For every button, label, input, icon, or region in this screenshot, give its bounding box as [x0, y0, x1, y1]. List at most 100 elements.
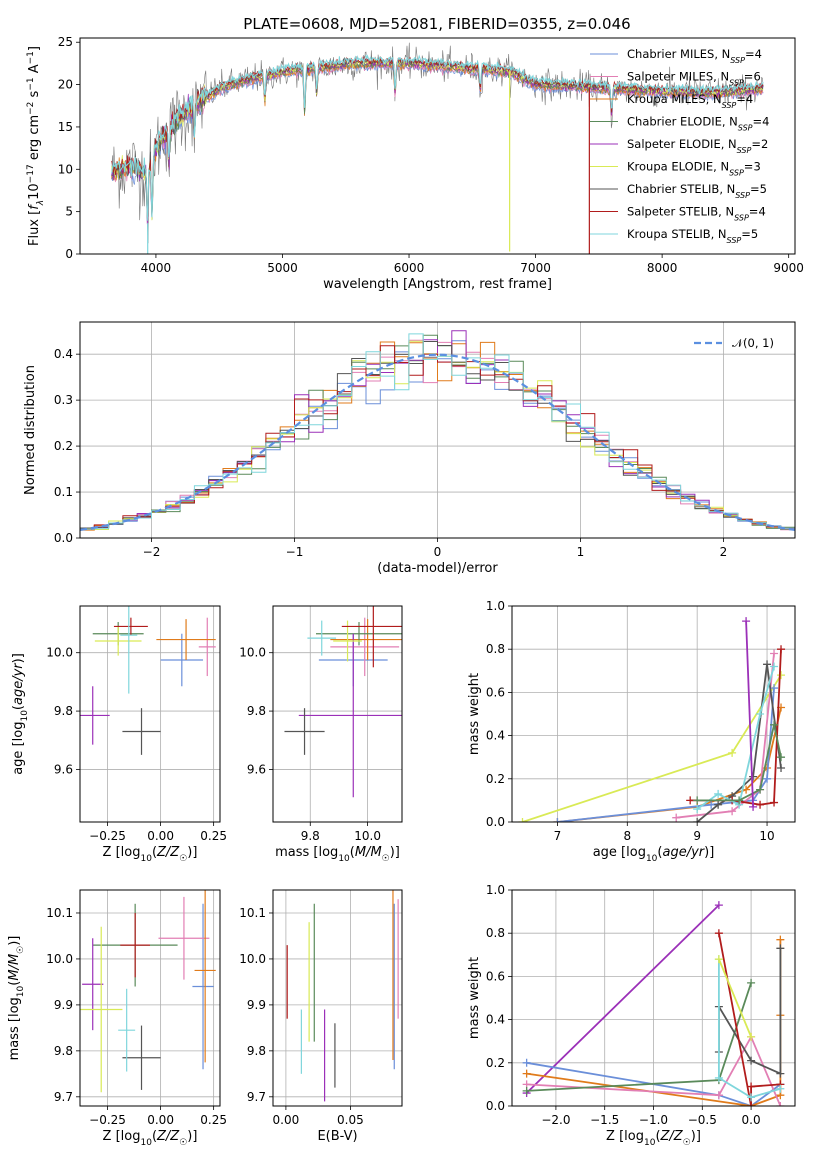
- series-marker: [747, 1032, 756, 1041]
- errorbar-chabrier-miles: [160, 633, 204, 687]
- y-axis-label: mass weight: [467, 957, 482, 1039]
- ticks: 9.8 10.0 9.6 9.8 10.0: [239, 646, 381, 843]
- y-tick-label: 0.0: [486, 815, 505, 829]
- y-tick-label: 0.4: [486, 729, 505, 743]
- errorbar-salpeter-elodie: [298, 633, 402, 798]
- y-tick-label: 10.0: [239, 646, 266, 660]
- x-tick-label: 10: [759, 829, 774, 843]
- errorbar-kroupa-miles: [194, 890, 216, 1063]
- x-tick-label: 10.0: [354, 829, 381, 843]
- series-marker: [735, 796, 744, 805]
- y-tick-label: 0.3: [54, 393, 73, 407]
- y-axis-label: age [log10(age/yr)]: [11, 653, 30, 775]
- y-tick-label: 0.4: [54, 347, 73, 361]
- y-tick-label: 10.0: [46, 952, 73, 966]
- errorbar-chabrier-stelib: [122, 1025, 161, 1090]
- x-tick-label: 2: [720, 545, 728, 559]
- errorbar-kroupa-elodie: [333, 620, 362, 662]
- x-tick-label: 6000: [394, 261, 425, 275]
- histogram-kroupa-stelib: [80, 333, 795, 530]
- series-marker: [777, 671, 786, 680]
- y-tick-label: 9.9: [247, 998, 266, 1012]
- series-marker: [747, 1093, 756, 1102]
- axes-frame: [79, 321, 796, 539]
- x-tick-label: 0.00: [273, 1113, 300, 1127]
- series-marker: [747, 978, 756, 987]
- errorbar-kroupa-elodie: [94, 626, 142, 656]
- x-tick-label: 8: [623, 829, 631, 843]
- axes-frame: [511, 605, 796, 823]
- x-tick-label: 1: [577, 545, 585, 559]
- series-kroupa-elodie: [714, 955, 756, 1041]
- grid: [273, 606, 402, 822]
- series-marker: [672, 813, 681, 822]
- series-marker: [693, 818, 702, 822]
- series-kroupa-stelib: [693, 662, 779, 814]
- spectrum-panel: 4000 5000 6000 7000 8000 9000 0 5 10 15 20 25 wavele…: [26, 35, 804, 292]
- y-tick-label: 9.7: [247, 1090, 266, 1104]
- y-tick-label: 25: [58, 35, 73, 49]
- legend-label-gaussian: 𝒩(0, 1): [732, 336, 774, 350]
- ticks: 4000 5000 6000 7000 8000 9000 0 5 10 15 20 25: [58, 35, 804, 275]
- x-tick-label: 9.8: [301, 829, 320, 843]
- series-marker: [776, 1069, 785, 1078]
- errorbar-salpeter-elodie: [80, 686, 110, 745]
- x-axis-label: E(B-V): [317, 1129, 357, 1144]
- series-marker: [522, 1069, 531, 1078]
- histogram-kroupa-miles: [80, 341, 795, 531]
- series-marker: [714, 901, 723, 910]
- errorbar-chabrier-stelib: [122, 708, 161, 755]
- x-axis-label: mass [log10(M/M☉)]: [275, 845, 400, 864]
- grid: [273, 890, 402, 1106]
- y-tick-label: 9.8: [247, 1044, 266, 1058]
- y-tick-label: 9.8: [54, 1044, 73, 1058]
- x-tick-label: 4000: [141, 261, 172, 275]
- series-chabrier-elodie: [693, 720, 786, 805]
- x-tick-label: −0.25: [89, 829, 126, 843]
- errorbar-kroupa-stelib: [120, 606, 138, 694]
- series-line: [696, 666, 775, 810]
- grid: [80, 606, 220, 822]
- legend-label-kroupa-stelib: Kroupa STELIB, NSSP=5: [627, 227, 758, 245]
- series-marker: [728, 807, 737, 816]
- y-tick-label: 1.0: [486, 883, 505, 897]
- series-marker: [756, 785, 765, 794]
- series-kroupa-stelib: [714, 955, 785, 1102]
- series-marker: [728, 748, 737, 757]
- plot-area: [286, 890, 399, 1102]
- errorbar-kroupa-elodie: [80, 926, 123, 1093]
- series-marker: [763, 774, 772, 783]
- legend-label-chabrier-miles: Chabrier MILES, NSSP=4: [627, 47, 762, 65]
- gaussian-reference-line: [80, 353, 795, 531]
- y-tick-label: 10.0: [46, 646, 73, 660]
- series-line: [718, 959, 781, 1099]
- x-tick-label: −2: [143, 545, 161, 559]
- series-marker: [770, 720, 779, 729]
- model-spectrum-salpeter-miles: [111, 62, 764, 225]
- y-tick-label: 0.4: [486, 1013, 505, 1027]
- series-line: [526, 1034, 782, 1106]
- errorbar-salpeter-stelib: [113, 617, 148, 636]
- y-tick-label: 10.1: [46, 906, 73, 920]
- series-marker: [770, 662, 779, 671]
- errorbar-chabrier-miles: [192, 903, 214, 1070]
- ticks: −2 −1 0 1 2 0.0 0.1 0.2 0.3 0.4: [54, 347, 727, 559]
- plot-area: [518, 617, 786, 822]
- errorbar-chabrier-stelib: [284, 708, 325, 755]
- series-marker: [714, 789, 723, 798]
- mass-weight-vs-metallicity-panel: −2.0 −1.5 −1.0 −0.5 0.0 0.0 0.2 0.4 0.6 0.8 1.0 Z […: [467, 883, 796, 1148]
- x-tick-label: 0.25: [200, 829, 227, 843]
- plot-area: [80, 606, 216, 755]
- grid: [80, 890, 220, 1106]
- y-tick-label: 0.2: [486, 1056, 505, 1070]
- y-tick-label: 5: [65, 205, 73, 219]
- series-marker: [693, 805, 702, 814]
- y-tick-label: 0.8: [486, 642, 505, 656]
- age-vs-mass-panel: 9.8 10.0 9.6 9.8 10.0 mass [log10(M/M☉)]: [239, 605, 403, 864]
- series-marker: [518, 818, 527, 822]
- y-tick-label: 9.6: [247, 762, 266, 776]
- plot-area: [80, 890, 216, 1093]
- y-tick-label: 9.8: [247, 704, 266, 718]
- legend-label-chabrier-stelib: Chabrier STELIB, NSSP=5: [627, 182, 767, 200]
- ticks: −0.25 0.00 0.25 9.6 9.8 10.0: [46, 646, 227, 843]
